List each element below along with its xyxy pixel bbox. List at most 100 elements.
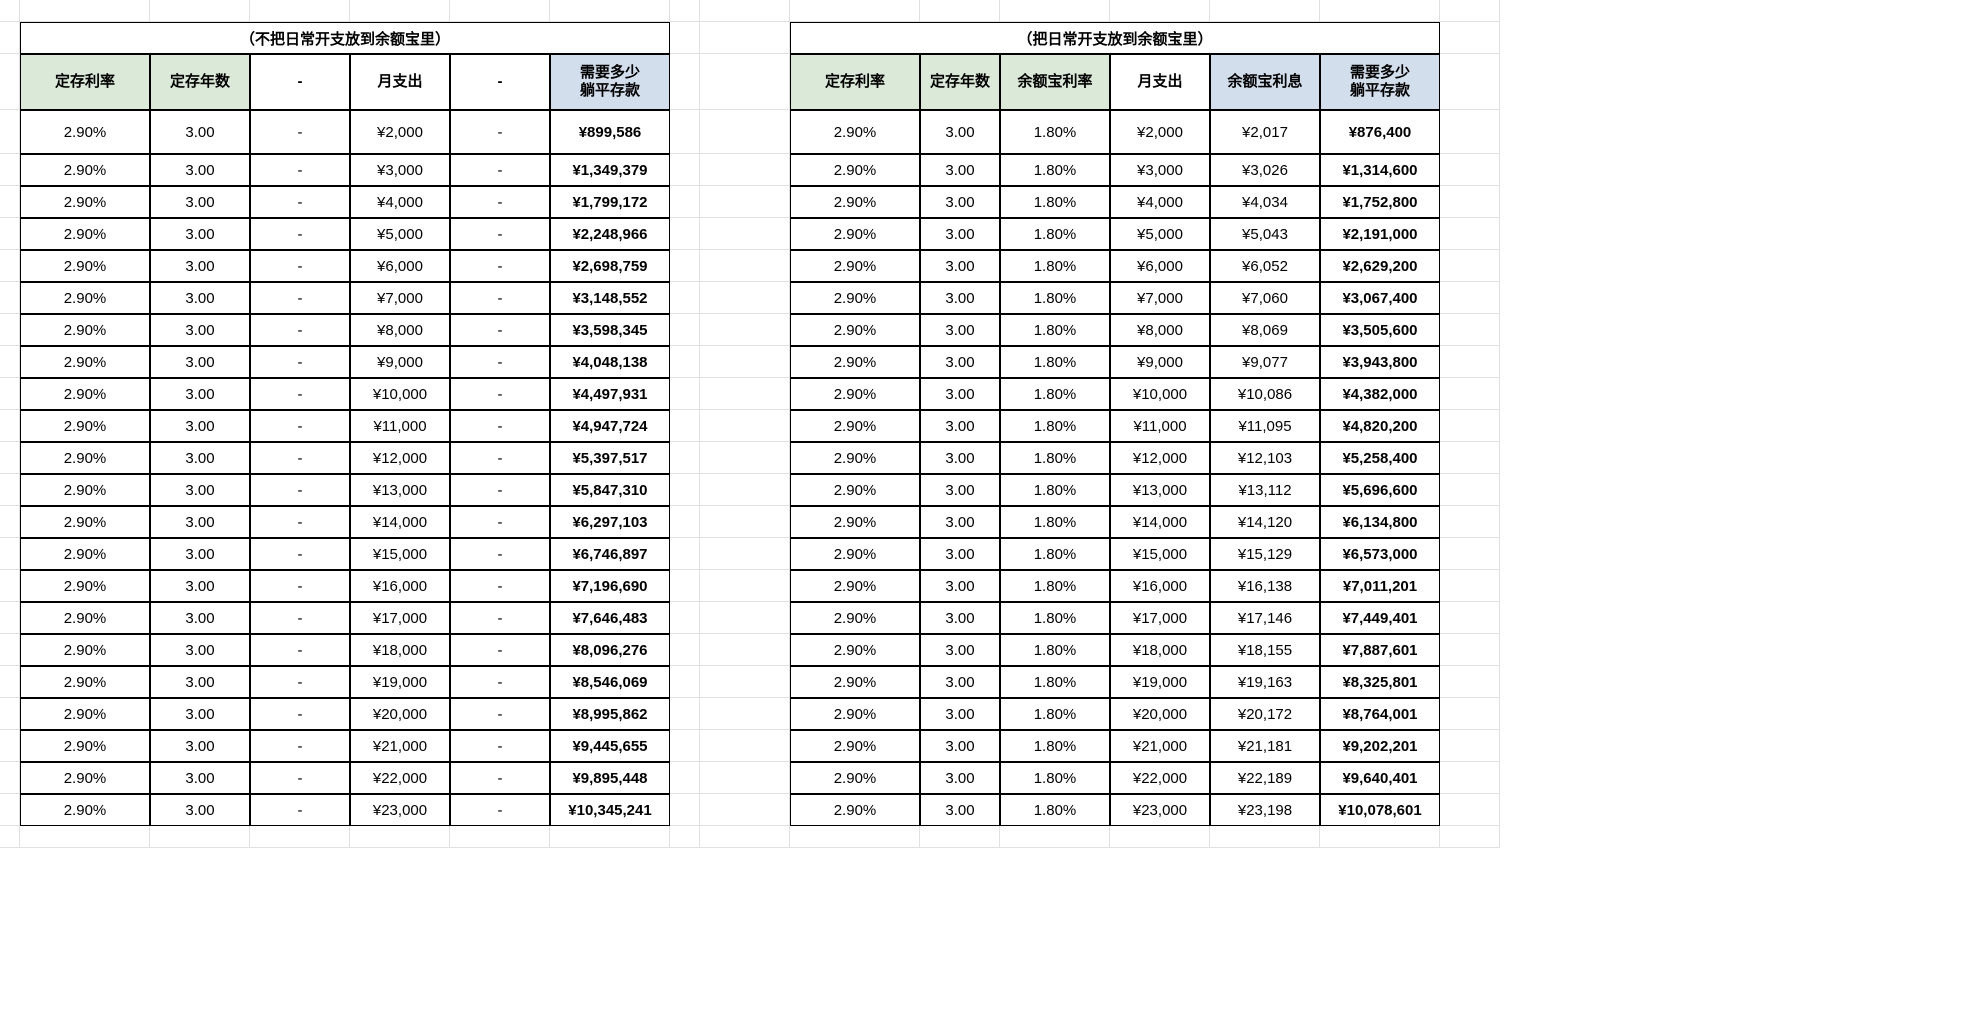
- empty-cell[interactable]: [1440, 346, 1500, 378]
- empty-cell[interactable]: [700, 570, 790, 602]
- empty-cell[interactable]: [670, 506, 700, 538]
- empty-cell[interactable]: [150, 0, 250, 22]
- empty-cell[interactable]: [670, 538, 700, 570]
- right-cell[interactable]: 2.90%: [790, 410, 920, 442]
- left-cell[interactable]: -: [450, 698, 550, 730]
- left-cell[interactable]: -: [450, 634, 550, 666]
- right-cell[interactable]: ¥2,000: [1110, 110, 1210, 154]
- left-cell[interactable]: ¥2,000: [350, 110, 450, 154]
- left-cell[interactable]: ¥23,000: [350, 794, 450, 826]
- empty-cell[interactable]: [670, 54, 700, 110]
- left-cell[interactable]: 3.00: [150, 474, 250, 506]
- right-cell[interactable]: ¥7,449,401: [1320, 602, 1440, 634]
- left-cell[interactable]: -: [250, 154, 350, 186]
- right-cell[interactable]: ¥3,505,600: [1320, 314, 1440, 346]
- right-cell[interactable]: 1.80%: [1000, 154, 1110, 186]
- right-cell[interactable]: ¥6,134,800: [1320, 506, 1440, 538]
- empty-cell[interactable]: [670, 314, 700, 346]
- empty-cell[interactable]: [0, 218, 20, 250]
- empty-cell[interactable]: [700, 794, 790, 826]
- right-cell[interactable]: ¥5,258,400: [1320, 442, 1440, 474]
- left-cell[interactable]: -: [250, 110, 350, 154]
- left-cell[interactable]: ¥2,698,759: [550, 250, 670, 282]
- right-cell[interactable]: 2.90%: [790, 666, 920, 698]
- empty-cell[interactable]: [0, 154, 20, 186]
- right-cell[interactable]: ¥13,112: [1210, 474, 1320, 506]
- left-cell[interactable]: -: [250, 186, 350, 218]
- right-cell[interactable]: ¥1,752,800: [1320, 186, 1440, 218]
- empty-cell[interactable]: [1440, 826, 1500, 848]
- empty-cell[interactable]: [1440, 410, 1500, 442]
- right-cell[interactable]: ¥22,189: [1210, 762, 1320, 794]
- empty-cell[interactable]: [250, 0, 350, 22]
- empty-cell[interactable]: [670, 666, 700, 698]
- empty-cell[interactable]: [670, 218, 700, 250]
- left-cell[interactable]: 3.00: [150, 282, 250, 314]
- empty-cell[interactable]: [700, 186, 790, 218]
- empty-cell[interactable]: [700, 474, 790, 506]
- right-cell[interactable]: ¥17,000: [1110, 602, 1210, 634]
- right-cell[interactable]: 1.80%: [1000, 794, 1110, 826]
- right-cell[interactable]: 1.80%: [1000, 186, 1110, 218]
- empty-cell[interactable]: [700, 762, 790, 794]
- right-cell[interactable]: ¥8,325,801: [1320, 666, 1440, 698]
- empty-cell[interactable]: [670, 346, 700, 378]
- left-cell[interactable]: -: [250, 538, 350, 570]
- empty-cell[interactable]: [920, 826, 1000, 848]
- right-cell[interactable]: ¥23,000: [1110, 794, 1210, 826]
- left-cell[interactable]: 2.90%: [20, 378, 150, 410]
- right-cell[interactable]: 3.00: [920, 474, 1000, 506]
- left-cell[interactable]: 2.90%: [20, 154, 150, 186]
- right-cell[interactable]: ¥16,138: [1210, 570, 1320, 602]
- left-cell[interactable]: ¥9,000: [350, 346, 450, 378]
- left-cell[interactable]: ¥5,000: [350, 218, 450, 250]
- empty-cell[interactable]: [1440, 730, 1500, 762]
- left-cell[interactable]: 3.00: [150, 762, 250, 794]
- right-cell[interactable]: 1.80%: [1000, 442, 1110, 474]
- right-cell[interactable]: ¥5,043: [1210, 218, 1320, 250]
- left-cell[interactable]: -: [250, 506, 350, 538]
- empty-cell[interactable]: [1440, 378, 1500, 410]
- left-cell[interactable]: 3.00: [150, 186, 250, 218]
- empty-cell[interactable]: [1440, 54, 1500, 110]
- left-cell[interactable]: ¥8,546,069: [550, 666, 670, 698]
- empty-cell[interactable]: [700, 666, 790, 698]
- right-cell[interactable]: 2.90%: [790, 110, 920, 154]
- right-cell[interactable]: 3.00: [920, 570, 1000, 602]
- right-cell[interactable]: ¥7,887,601: [1320, 634, 1440, 666]
- empty-cell[interactable]: [700, 826, 790, 848]
- left-cell[interactable]: ¥9,895,448: [550, 762, 670, 794]
- left-cell[interactable]: ¥8,995,862: [550, 698, 670, 730]
- left-cell[interactable]: -: [450, 442, 550, 474]
- left-cell[interactable]: ¥6,746,897: [550, 538, 670, 570]
- empty-cell[interactable]: [700, 698, 790, 730]
- left-cell[interactable]: -: [250, 282, 350, 314]
- left-cell[interactable]: ¥7,196,690: [550, 570, 670, 602]
- empty-cell[interactable]: [1440, 602, 1500, 634]
- right-cell[interactable]: 3.00: [920, 666, 1000, 698]
- right-cell[interactable]: 2.90%: [790, 474, 920, 506]
- empty-cell[interactable]: [670, 634, 700, 666]
- empty-cell[interactable]: [920, 0, 1000, 22]
- empty-cell[interactable]: [700, 154, 790, 186]
- left-cell[interactable]: -: [450, 154, 550, 186]
- left-cell[interactable]: 3.00: [150, 634, 250, 666]
- left-cell[interactable]: 2.90%: [20, 314, 150, 346]
- right-cell[interactable]: ¥21,000: [1110, 730, 1210, 762]
- empty-cell[interactable]: [670, 698, 700, 730]
- empty-cell[interactable]: [1440, 538, 1500, 570]
- right-cell[interactable]: 2.90%: [790, 442, 920, 474]
- right-cell[interactable]: 3.00: [920, 282, 1000, 314]
- empty-cell[interactable]: [1440, 634, 1500, 666]
- right-cell[interactable]: ¥18,155: [1210, 634, 1320, 666]
- empty-cell[interactable]: [1440, 666, 1500, 698]
- right-cell[interactable]: 3.00: [920, 250, 1000, 282]
- right-cell[interactable]: 3.00: [920, 378, 1000, 410]
- empty-cell[interactable]: [700, 22, 790, 54]
- empty-cell[interactable]: [0, 730, 20, 762]
- left-cell[interactable]: 2.90%: [20, 346, 150, 378]
- right-cell[interactable]: 1.80%: [1000, 506, 1110, 538]
- empty-cell[interactable]: [1440, 218, 1500, 250]
- right-cell[interactable]: 2.90%: [790, 762, 920, 794]
- left-cell[interactable]: 2.90%: [20, 186, 150, 218]
